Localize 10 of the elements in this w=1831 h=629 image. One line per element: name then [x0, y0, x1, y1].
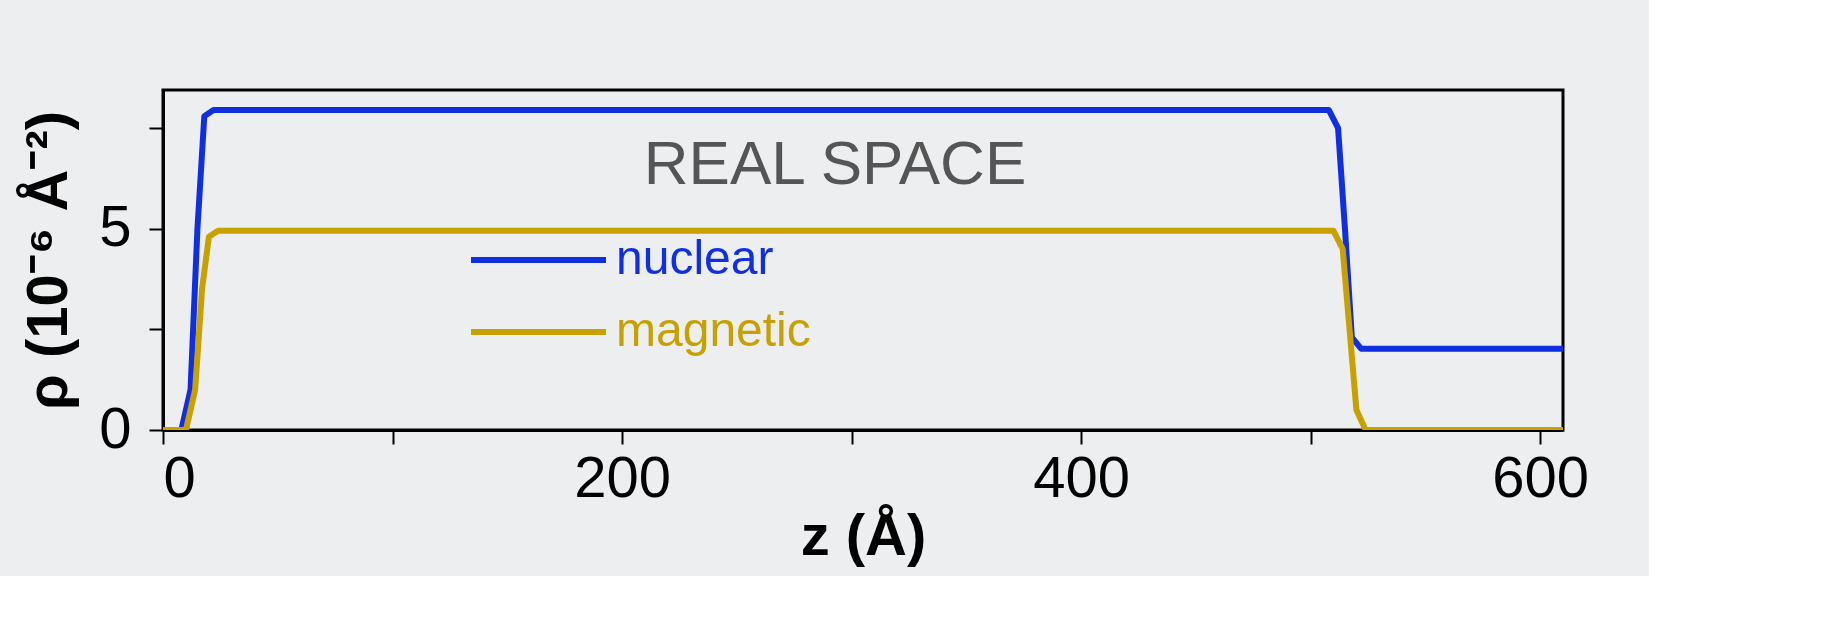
- y-axis-title: ρ (10⁻⁶ Å⁻²): [14, 110, 80, 411]
- x-tick-label: 400: [1033, 443, 1130, 509]
- x-tick-label: 200: [574, 443, 671, 509]
- x-tick-label: 600: [1492, 443, 1589, 509]
- x-tick-label: 0: [163, 443, 196, 509]
- annotation: REAL SPACE: [643, 127, 1027, 197]
- legend-label: magnetic: [616, 303, 811, 356]
- legend-label: nuclear: [616, 231, 774, 284]
- y-tick-label: 5: [99, 193, 132, 259]
- x-axis-title: z (Å): [800, 501, 927, 567]
